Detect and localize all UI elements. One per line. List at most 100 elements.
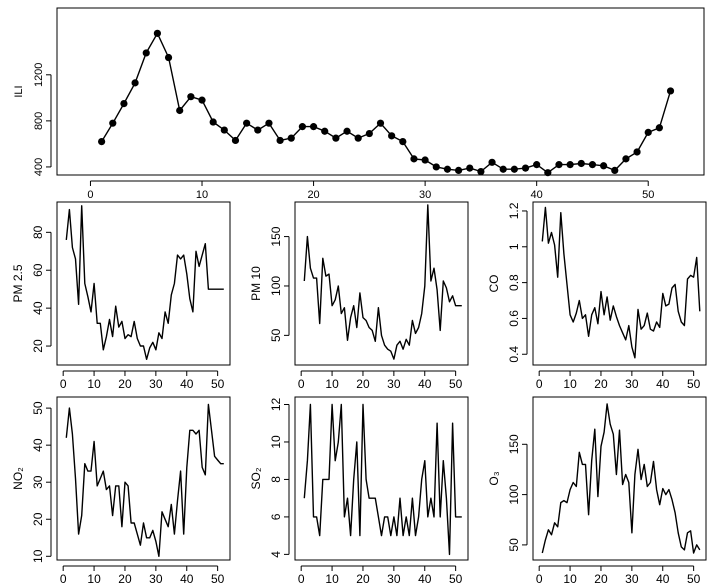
y-tick-label: 0.8 — [507, 274, 521, 291]
data-point — [109, 119, 117, 127]
plot-frame-ili — [56, 7, 705, 176]
y-tick-label: 1 — [507, 243, 521, 250]
data-point — [142, 49, 150, 57]
panel-ili: 0 10 20 30 40 50 400 800 1200 ILI — [13, 7, 705, 201]
panel-co: 0 10 20 30 40 50 0.4 0.6 0.8 1 1.2 CO — [487, 201, 707, 391]
y-tick-label: 8 — [269, 476, 283, 483]
x-tick-label: 10 — [196, 189, 208, 201]
series-line-no2 — [65, 403, 224, 557]
y-tick-label: 50 — [269, 328, 283, 342]
y-tick-label: 10 — [269, 435, 283, 449]
x-tick-label: 20 — [594, 572, 608, 586]
y-tick-label: 60 — [31, 263, 45, 277]
series-line-pm10 — [303, 204, 462, 360]
y-tick-label: 100 — [269, 276, 283, 296]
x-tick-label: 30 — [625, 572, 639, 586]
data-point — [432, 163, 440, 171]
x-tick-label: 30 — [387, 377, 401, 391]
x-tick-label: 0 — [298, 572, 305, 586]
y-tick-label: 20 — [31, 339, 45, 353]
data-point — [588, 161, 597, 169]
plot-frame-pm25 — [56, 201, 231, 366]
x-tick-label: 10 — [563, 377, 577, 391]
x-tick-label: 0 — [536, 572, 543, 586]
x-tick-label: 30 — [419, 189, 431, 201]
y-axis-title-pm10: PM 10 — [249, 266, 263, 301]
x-tick-label: 30 — [149, 572, 163, 586]
data-point — [499, 165, 507, 173]
data-point — [454, 166, 463, 174]
data-point — [566, 161, 574, 169]
y-tick-label: 40 — [31, 301, 45, 315]
data-point — [488, 158, 496, 166]
y-tick-label: 0.6 — [507, 310, 521, 327]
x-tick-label: 40 — [180, 572, 194, 586]
data-point — [120, 99, 128, 108]
y-axis-title-no2: NO₂ — [11, 467, 25, 490]
y-tick-label: 100 — [507, 484, 521, 504]
data-point — [622, 155, 630, 163]
data-point — [555, 161, 563, 169]
x-tick-label: 50 — [642, 189, 654, 201]
data-point — [365, 129, 373, 138]
data-point — [443, 165, 452, 173]
y-tick-label: 400 — [33, 158, 45, 176]
data-point — [544, 169, 552, 177]
data-point — [131, 79, 139, 87]
x-tick-label: 10 — [87, 377, 101, 391]
data-point — [655, 124, 663, 132]
y-tick-label: 80 — [31, 225, 45, 239]
data-point — [611, 166, 619, 174]
data-point — [633, 148, 641, 156]
x-tick-label: 20 — [594, 377, 608, 391]
data-point — [410, 155, 418, 163]
x-tick-label: 20 — [118, 377, 132, 391]
data-point — [298, 123, 307, 131]
y-tick-label: 50 — [31, 401, 45, 415]
x-tick-label: 50 — [211, 377, 225, 391]
data-point — [666, 87, 675, 95]
x-tick-label: 20 — [118, 572, 132, 586]
x-tick-label: 40 — [418, 377, 432, 391]
data-point — [231, 136, 240, 145]
series-line-o3 — [541, 403, 701, 554]
y-tick-label: 20 — [31, 512, 45, 526]
data-point — [388, 132, 396, 140]
y-tick-label: 40 — [31, 438, 45, 452]
x-tick-label: 0 — [60, 572, 67, 586]
data-point — [243, 119, 251, 127]
data-point — [153, 29, 161, 37]
x-tick-label: 0 — [87, 189, 93, 201]
data-point — [521, 164, 530, 172]
panel-pm10: 0 10 20 30 40 50 50 100 150 PM 10 — [249, 201, 469, 391]
x-tick-label: 50 — [211, 572, 225, 586]
y-tick-label: 1200 — [33, 63, 45, 87]
panel-no2: 0 10 20 30 40 50 10 20 30 40 50 NO₂ — [11, 396, 231, 586]
x-tick-label: 0 — [60, 377, 67, 391]
plot-frame-so2 — [294, 396, 469, 561]
data-point — [98, 138, 106, 146]
data-point — [399, 138, 407, 146]
data-point — [600, 162, 608, 170]
plot-frame-pm10 — [294, 201, 469, 366]
x-tick-label: 0 — [536, 377, 543, 391]
y-axis-title-ili: ILI — [13, 85, 25, 97]
panel-o3: 0 10 20 30 40 50 50 100 150 O₃ — [487, 396, 707, 586]
y-axis-title-co: CO — [487, 275, 501, 293]
y-tick-label: 50 — [507, 538, 521, 552]
data-point — [510, 165, 518, 173]
x-tick-label: 40 — [531, 189, 543, 201]
y-axis-title-o3: O₃ — [487, 471, 501, 485]
x-tick-label: 30 — [387, 572, 401, 586]
data-point — [276, 136, 284, 145]
y-tick-label: 12 — [269, 398, 283, 412]
data-point — [254, 126, 262, 134]
data-point — [421, 156, 429, 164]
x-tick-label: 50 — [449, 377, 463, 391]
data-point — [164, 53, 173, 62]
y-tick-label: 10 — [31, 549, 45, 563]
y-tick-label: 800 — [33, 112, 45, 130]
data-point — [287, 134, 295, 142]
data-point — [376, 119, 385, 127]
plot-frame-no2 — [56, 396, 231, 561]
